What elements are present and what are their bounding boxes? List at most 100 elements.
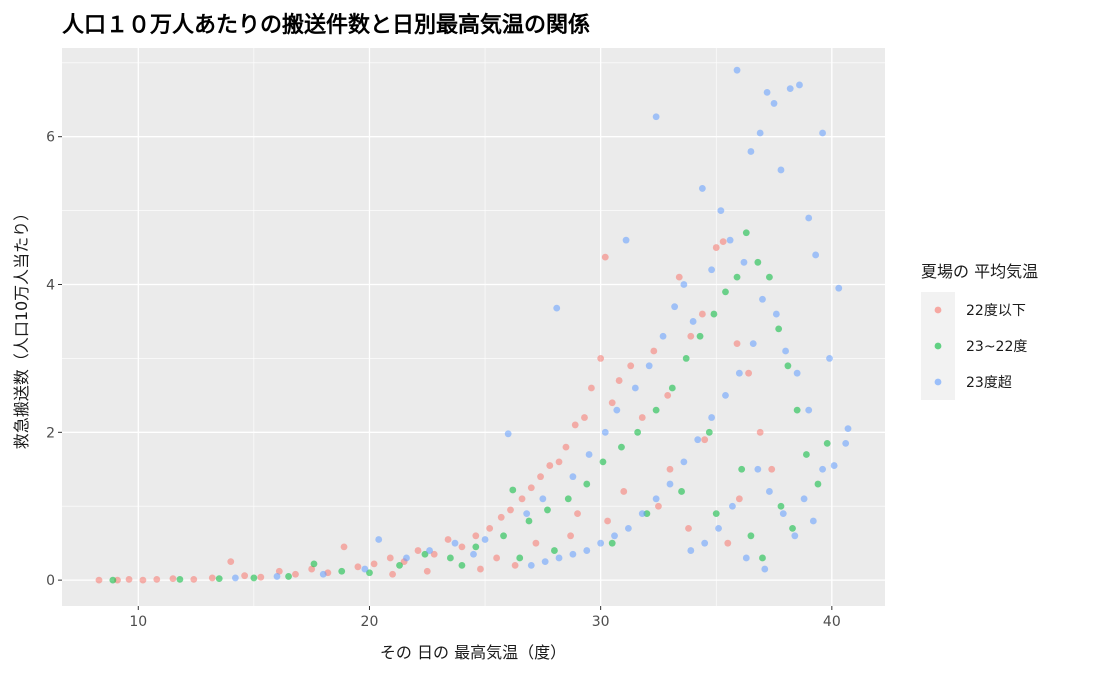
data-point [509, 486, 517, 494]
data-point [733, 273, 741, 281]
data-point [477, 565, 484, 573]
data-point [396, 561, 403, 569]
data-point [796, 81, 803, 89]
data-point [627, 362, 635, 370]
data-point [354, 563, 362, 571]
data-point [527, 561, 535, 569]
data-point [722, 391, 729, 399]
legend-items: 22度以下 23~22度 23度超 [921, 292, 1027, 400]
data-point [109, 576, 117, 584]
data-point [782, 347, 789, 355]
data-point [740, 258, 748, 266]
data-point [451, 539, 459, 547]
data-point [562, 443, 570, 451]
y-tick-label: 0 [46, 573, 55, 589]
data-point [666, 480, 674, 488]
data-point [809, 517, 817, 525]
data-point [708, 414, 716, 421]
data-point [789, 524, 796, 532]
data-point [715, 524, 722, 532]
data-point [768, 465, 776, 473]
legend-label: 22度以下 [966, 303, 1026, 319]
data-point [784, 362, 792, 370]
data-point [190, 575, 198, 583]
data-point [802, 451, 810, 458]
data-point [823, 440, 831, 447]
data-point [493, 554, 501, 562]
data-point [710, 310, 718, 318]
data-point [569, 473, 577, 481]
data-point [749, 340, 757, 348]
data-point [551, 547, 558, 554]
data-point [597, 539, 605, 547]
data-point [652, 406, 660, 414]
data-point [712, 510, 720, 518]
data-point [775, 325, 783, 333]
data-point [766, 273, 773, 281]
data-point [638, 510, 646, 518]
y-tick-label: 4 [46, 278, 55, 294]
data-point [599, 458, 607, 466]
data-point [719, 238, 727, 246]
data-point [754, 465, 762, 473]
data-point [153, 575, 161, 583]
data-point [819, 465, 826, 473]
data-point [680, 458, 688, 466]
data-point [608, 539, 616, 547]
data-point [555, 458, 563, 466]
data-point [215, 575, 223, 583]
data-point [814, 480, 822, 488]
data-point [430, 550, 438, 558]
data-point [583, 547, 591, 554]
data-point [597, 355, 605, 362]
data-point [717, 207, 725, 214]
data-point [571, 421, 579, 429]
minor-gridlines [62, 48, 885, 606]
data-point [555, 554, 563, 562]
data-point [705, 428, 713, 436]
data-point [766, 488, 773, 495]
data-point [805, 406, 813, 414]
data-point [689, 318, 697, 325]
data-point [701, 436, 709, 444]
data-point [458, 543, 466, 551]
data-point [747, 148, 755, 155]
data-point [756, 428, 764, 436]
data-point [830, 462, 838, 469]
data-point [694, 436, 702, 444]
data-point [650, 347, 658, 355]
data-point [742, 229, 750, 237]
data-point [361, 565, 369, 573]
data-point [414, 547, 422, 554]
data-point [726, 236, 734, 244]
data-point [310, 560, 318, 568]
data-point [386, 554, 394, 562]
x-axis-ticks: 10 20 30 40 [129, 606, 841, 630]
data-point [687, 332, 695, 340]
data-point [738, 465, 746, 473]
data-point [250, 574, 258, 582]
data-point [366, 569, 373, 577]
data-point [696, 332, 704, 340]
data-point [537, 473, 544, 481]
x-tick-label: 40 [823, 614, 841, 630]
y-axis-title: 救急搬送数（人口10万人当たり） [12, 205, 31, 449]
data-point [541, 558, 549, 566]
data-point [638, 414, 646, 421]
data-point [601, 253, 609, 261]
data-point [421, 550, 429, 558]
data-point [622, 236, 630, 244]
data-point [759, 295, 766, 303]
data-point [446, 554, 454, 562]
data-point [620, 488, 628, 495]
data-point [652, 113, 660, 121]
data-point [523, 510, 531, 518]
data-point [231, 574, 239, 582]
data-point [742, 554, 750, 562]
y-tick-label: 6 [46, 130, 55, 146]
data-point [241, 572, 249, 580]
data-point [701, 539, 709, 547]
data-point [585, 451, 593, 458]
data-point [125, 575, 133, 583]
